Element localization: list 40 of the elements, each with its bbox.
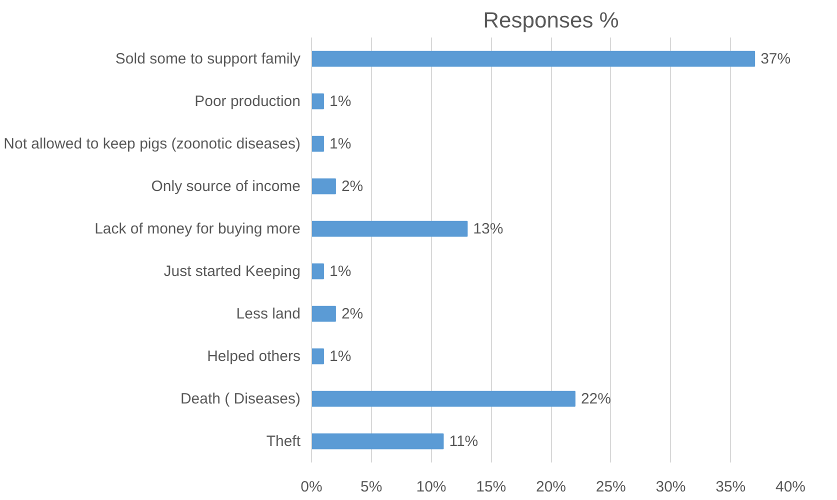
bar [312,220,468,237]
y-tick-label: Just started Keeping [164,262,301,280]
y-tick-label: Theft [266,432,302,450]
x-tick-label: 0% [300,478,322,496]
data-label: 37% [760,50,791,68]
bar [312,178,336,194]
bar [312,50,756,67]
data-label: 1% [329,135,352,152]
data-label: 13% [473,220,504,238]
y-tick-label: Death ( Diseases) [180,390,301,408]
bar [312,390,576,407]
x-tick-label: 15% [476,478,506,496]
y-tick-label: Helped others [207,348,301,365]
x-tick-label: 40% [775,478,806,496]
data-label: 22% [580,390,611,408]
data-label: 1% [329,92,352,110]
y-tick-label: Poor production [194,92,301,110]
data-label: 1% [329,348,352,365]
y-tick-label: Only source of income [151,178,301,195]
bar [312,93,324,110]
x-tick-label: 5% [360,478,382,496]
y-tick-label: Lack of money for buying more [94,220,300,238]
bar [312,263,324,280]
bar [312,348,324,364]
x-tick-label: 25% [596,478,626,496]
y-tick-label: Not allowed to keep pigs (zoonotic diseases) [4,135,301,152]
bar [312,433,444,450]
x-tick-label: 20% [536,478,566,496]
x-tick-label: 30% [656,478,686,496]
data-label: 2% [341,178,364,195]
bar [312,306,336,322]
y-tick-label: Sold some to support family [115,50,301,68]
bar [312,136,324,152]
data-label: 1% [329,262,352,280]
x-tick-label: 35% [716,478,746,496]
chart-title: Responses % [483,8,619,32]
x-tick-label: 10% [416,478,446,496]
data-label: 11% [449,432,478,450]
y-tick-label: Less land [236,305,301,322]
data-label: 2% [341,305,364,322]
